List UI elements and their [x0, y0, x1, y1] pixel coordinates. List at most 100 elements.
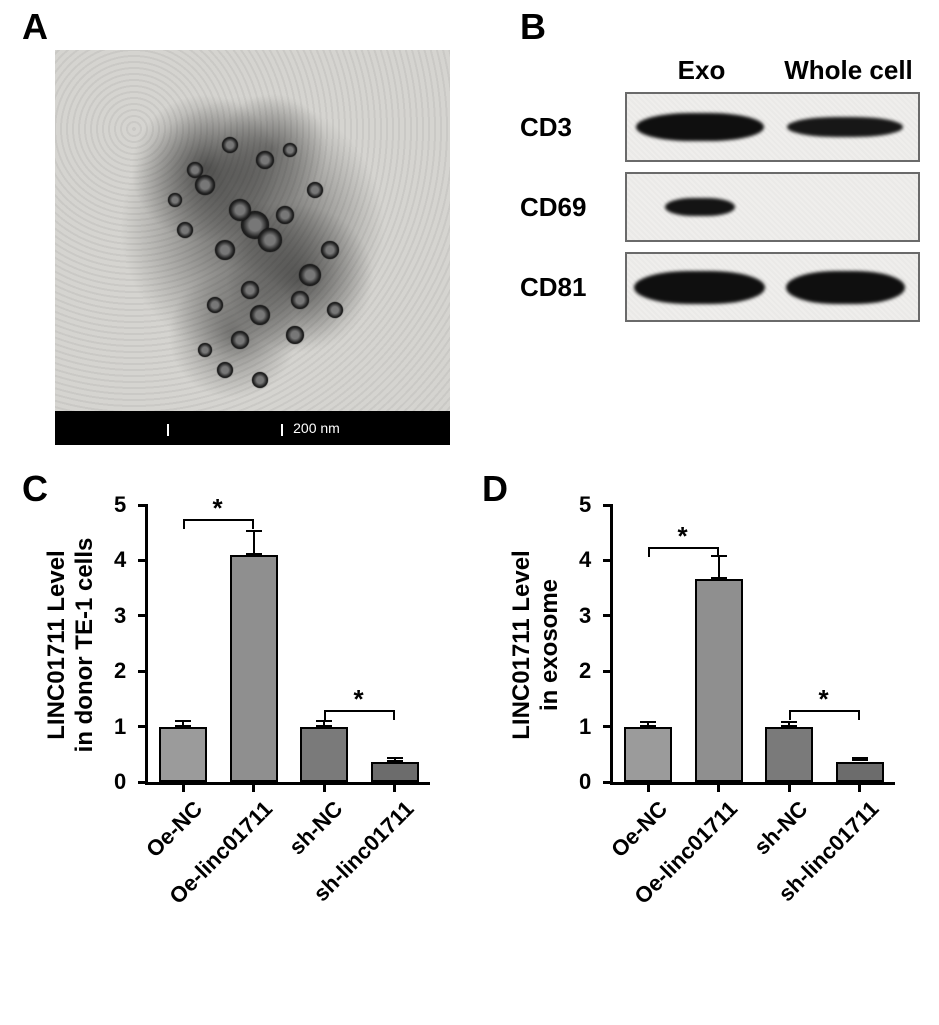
- blot-band: [665, 198, 735, 216]
- y-tick-label: 2: [114, 658, 126, 684]
- vesicle-dot: [321, 241, 339, 259]
- blot-row: CD69: [520, 172, 920, 242]
- bar: [836, 762, 884, 782]
- bar: [695, 579, 743, 782]
- blot-header-wholecell: Whole cell: [777, 55, 920, 86]
- significance-star: *: [819, 684, 829, 715]
- y-tick-label: 4: [114, 547, 126, 573]
- vesicle-dot: [222, 137, 238, 153]
- significance-star: *: [354, 684, 364, 715]
- vesicle-dot: [177, 222, 193, 238]
- y-tick: [138, 781, 148, 784]
- vesicle-dot: [198, 343, 212, 357]
- y-tick-label: 5: [579, 492, 591, 518]
- bar: [159, 727, 207, 782]
- significance-star: *: [213, 493, 223, 524]
- y-tick: [603, 670, 613, 673]
- y-tick: [603, 781, 613, 784]
- vesicle-dot: [276, 206, 294, 224]
- y-tick-label: 1: [114, 714, 126, 740]
- error-bar: [859, 757, 861, 761]
- blot-row: CD3: [520, 92, 920, 162]
- vesicle-dot: [283, 143, 297, 157]
- chart-d-ylabel: LINC01711 Level in exosome: [508, 550, 563, 739]
- bar: [765, 727, 813, 782]
- chart-c-plot: 012345Oe-NCOe-linc01711sh-NCsh-linc01711…: [145, 505, 430, 785]
- panel-b-western: Exo Whole cell CD3 CD69 CD81: [520, 55, 920, 332]
- vesicle-dot: [307, 182, 323, 198]
- x-tick: [858, 782, 861, 792]
- vesicle-dot: [256, 151, 274, 169]
- vesicle-dot: [168, 193, 182, 207]
- blot-row: CD81: [520, 252, 920, 322]
- bar: [371, 762, 419, 782]
- error-bar: [718, 555, 720, 578]
- vesicle-dot: [241, 281, 259, 299]
- vesicle-dot: [250, 305, 270, 325]
- blot-header-exo: Exo: [630, 55, 773, 86]
- panel-label-a: A: [22, 6, 48, 48]
- blot-strip: [625, 252, 920, 322]
- blot-band: [787, 117, 903, 137]
- x-tick-label: sh-NC: [749, 796, 813, 860]
- error-bar: [182, 720, 184, 727]
- micrograph-vesicles: [55, 50, 450, 445]
- error-bar: [788, 721, 790, 727]
- blot-strip: [625, 172, 920, 242]
- x-tick: [323, 782, 326, 792]
- panel-label-b: B: [520, 6, 546, 48]
- error-bar: [323, 720, 325, 727]
- panel-c-chart: LINC01711 Level in donor TE-1 cells 0123…: [35, 480, 475, 950]
- error-bar: [253, 530, 255, 555]
- blot-row-label: CD69: [520, 192, 625, 223]
- x-tick-label: Oe-NC: [141, 796, 208, 863]
- x-tick: [647, 782, 650, 792]
- blot-band: [786, 271, 905, 304]
- vesicle-dot: [258, 228, 282, 252]
- bar: [300, 727, 348, 782]
- vesicle-dot: [286, 326, 304, 344]
- y-tick-label: 0: [114, 769, 126, 795]
- y-tick-label: 4: [579, 547, 591, 573]
- blot-row-label: CD3: [520, 112, 625, 143]
- y-tick: [138, 725, 148, 728]
- vesicle-dot: [291, 291, 309, 309]
- blot-strip: [625, 92, 920, 162]
- error-bar: [394, 757, 396, 762]
- y-tick: [138, 559, 148, 562]
- significance-star: *: [678, 521, 688, 552]
- vesicle-dot: [252, 372, 268, 388]
- y-tick-label: 1: [579, 714, 591, 740]
- vesicle-dot: [187, 162, 203, 178]
- y-tick-label: 2: [579, 658, 591, 684]
- x-tick-label: Oe-NC: [606, 796, 673, 863]
- x-tick: [717, 782, 720, 792]
- vesicle-dot: [299, 264, 321, 286]
- scale-bar: 200 nm: [55, 411, 450, 445]
- scale-bar-label: 200 nm: [293, 420, 340, 436]
- y-tick: [603, 614, 613, 617]
- x-tick: [182, 782, 185, 792]
- x-tick: [788, 782, 791, 792]
- vesicle-dot: [195, 175, 215, 195]
- vesicle-dot: [215, 240, 235, 260]
- blot-column-headers: Exo Whole cell: [630, 55, 920, 86]
- panel-d-chart: LINC01711 Level in exosome 012345Oe-NCOe…: [500, 480, 939, 950]
- y-tick: [603, 504, 613, 507]
- x-tick: [393, 782, 396, 792]
- vesicle-dot: [207, 297, 223, 313]
- bar: [624, 727, 672, 782]
- y-tick: [603, 725, 613, 728]
- chart-c-ylabel: LINC01711 Level in donor TE-1 cells: [43, 538, 98, 753]
- panel-a-micrograph: 200 nm: [55, 50, 450, 445]
- y-tick-label: 3: [114, 603, 126, 629]
- vesicle-dot: [229, 199, 251, 221]
- y-tick: [138, 614, 148, 617]
- blot-band: [634, 271, 765, 304]
- bar: [230, 555, 278, 782]
- blot-band: [636, 113, 764, 141]
- y-tick-label: 5: [114, 492, 126, 518]
- vesicle-dot: [217, 362, 233, 378]
- error-bar: [647, 721, 649, 727]
- x-tick-label: sh-NC: [284, 796, 348, 860]
